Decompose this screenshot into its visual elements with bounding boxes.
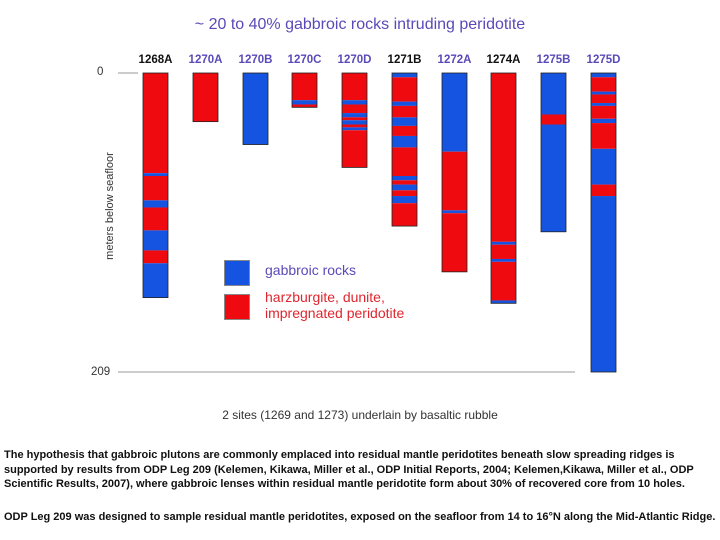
core-1275D-segment-5 [591,103,616,106]
legend-gabbro-label: gabbroic rocks [265,262,357,278]
core-1271B-segment-8 [392,147,417,177]
hole-label-1270C: 1270C [287,54,322,66]
figure-footnote: 2 sites (1269 and 1273) underlain by bas… [222,408,498,422]
core-1270C-outline [291,72,318,108]
core-1270D-segment-1 [342,73,367,101]
core-1275D-segment-2 [591,77,616,92]
core-1271B-segment-6 [392,125,417,136]
core-1275B-segment-1 [541,73,566,115]
core-1270D-segment-6 [342,120,367,125]
core-1274A-segment-5 [491,261,516,301]
core-1270D-outline [341,72,368,168]
core-1271B-segment-13 [392,196,417,204]
core-1274A-segment-1 [491,73,516,242]
core-1275D-segment-10 [591,184,616,197]
hole-label-1275D: 1275D [586,54,621,66]
core-1275D-segment-7 [591,118,616,124]
core-1271B-segment-3 [392,101,417,106]
core-1275B-segment-3 [541,124,566,232]
core-1271B-segment-12 [392,190,417,197]
core-1272A-segment-2 [442,151,467,211]
core-1270A-segment-1 [193,73,218,122]
core-1270D-segment-7 [342,124,367,128]
core-1274A-outline [490,72,517,304]
core-1270A-outline [192,72,219,123]
core-1268A-segment-8 [143,263,168,298]
core-1270C-segment-1 [292,73,317,101]
core-1275D-outline [590,72,617,373]
core-1275D-segment-6 [591,105,616,119]
core-1270C-segment-3 [292,104,317,108]
core-1268A-segment-1 [143,73,168,174]
core-1275D-segment-8 [591,123,616,149]
core-1270B-segment-1 [243,73,268,145]
core-1270D-segment-5 [342,117,367,121]
core-1274A-segment-3 [491,244,516,259]
core-1270D-segment-9 [342,130,367,168]
core-1275B-outline [540,72,567,233]
core-1275D-segment-1 [591,73,616,78]
core-1275D-segment-4 [591,94,616,104]
core-1268A-segment-4 [143,200,168,208]
core-1270C-segment-2 [292,100,317,105]
core-1272A-segment-4 [442,213,467,272]
legend-peridotite-label-line1: harzburgite, dunite, [265,289,385,305]
core-1268A-segment-3 [143,176,168,201]
hole-label-1271B: 1271B [387,54,422,66]
core-1271B-segment-5 [392,117,417,126]
core-1270D-segment-8 [342,127,367,131]
hole-label-1268A: 1268A [138,54,173,66]
core-1268A-segment-7 [143,250,168,264]
core-1271B-outline [391,72,418,227]
legend-gabbro-swatch [224,260,250,286]
core-1271B-segment-7 [392,135,417,148]
core-1275B-segment-2 [541,114,566,125]
legend-peridotite-label-line2: impregnated peridotite [265,305,405,321]
core-1272A-segment-1 [442,73,467,152]
core-1272A-segment-3 [442,210,467,214]
hole-label-1275B: 1275B [536,54,571,66]
core-1274A-segment-2 [491,241,516,245]
caption-paragraph-2: ODP Leg 209 was designed to sample resid… [4,511,716,523]
core-1271B-segment-14 [392,203,417,227]
hole-label-1270D: 1270D [337,54,372,66]
core-1274A-segment-6 [491,300,516,304]
figure-title: ~ 20 to 40% gabbroic rocks intruding per… [194,16,526,33]
core-columns [118,72,617,373]
core-1275D-segment-9 [591,148,616,185]
core-1271B-segment-11 [392,184,417,191]
hole-label-1272A: 1272A [437,54,472,66]
figure: ~ 20 to 40% gabbroic rocks intruding per… [91,16,621,422]
core-1271B-segment-4 [392,105,417,118]
core-1270D-segment-3 [342,104,367,114]
core-1270D-segment-2 [342,100,367,105]
core-1274A-segment-4 [491,258,516,262]
core-1271B-segment-1 [392,73,417,78]
core-1271B-segment-2 [392,77,417,102]
hole-label-1274A: 1274A [486,54,521,66]
core-1271B-segment-9 [392,176,417,181]
core-1268A-segment-2 [143,173,168,177]
core-1268A-outline [142,72,169,299]
caption-paragraph-1: The hypothesis that gabbroic plutons are… [4,449,694,490]
y-axis-bottom-label: 209 [91,366,111,378]
y-axis-top-label: 0 [97,66,104,78]
hole-label-1270A: 1270A [188,54,223,66]
legend-peridotite-swatch [224,294,250,320]
core-1268A-segment-6 [143,230,168,251]
core-1271B-segment-10 [392,180,417,185]
core-1268A-segment-5 [143,207,168,231]
core-1275D-segment-11 [591,196,616,372]
hole-label-1270B: 1270B [238,54,273,66]
core-1272A-outline [441,72,468,273]
core-1270B-outline [242,72,269,145]
core-1275D-segment-3 [591,91,616,95]
core-1270D-segment-4 [342,113,367,118]
